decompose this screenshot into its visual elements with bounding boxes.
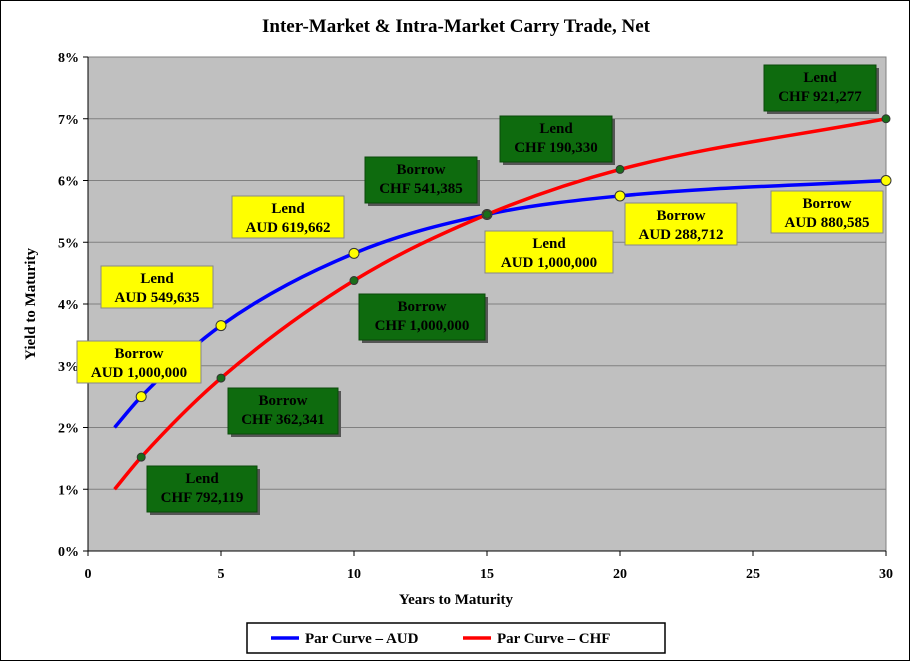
aud-marker [614,190,626,202]
callout-action: Borrow [259,393,308,409]
callout-amount: CHF 921,277 [778,89,862,105]
callout-box [76,340,202,384]
chf-callout: Borrow CHF 1,000,000 [358,293,488,343]
axes [83,56,887,556]
callout-amount: AUD 549,635 [115,290,200,306]
legend: Par Curve – AUD Par Curve – CHF [246,622,666,654]
y-tick-label: 7% [58,113,79,128]
legend-entry: Par Curve – CHF [497,631,610,647]
callout-box [358,293,486,341]
x-tick-label: 10 [347,567,361,582]
callout-amount: CHF 362,341 [241,412,325,428]
callout-box [770,190,884,234]
callout-box [146,465,258,513]
x-tick-label: 30 [879,567,893,582]
callout-box [100,265,214,309]
legend-entry: Par Curve – AUD [305,631,419,647]
x-tick-labels: 0 5 10 15 20 25 30 [85,567,894,582]
chf-callout: Borrow CHF 541,385 [364,156,480,206]
chf-marker [216,373,226,383]
aud-callout: Borrow AUD 1,000,000 [76,340,202,384]
callout-amount: AUD 1,000,000 [501,255,597,271]
callout-amount: AUD 1,000,000 [91,365,187,381]
y-tick-label: 5% [58,236,79,251]
chf-par-curve [113,117,887,491]
aud-marker [348,247,360,259]
chf-marker [136,452,146,462]
chf-callout: Lend CHF 921,277 [763,64,879,114]
callout-action: Borrow [397,162,446,178]
aud-callout: Lend AUD 619,662 [231,195,345,239]
callout-action: Lend [539,121,573,137]
callout-labels: Borrow AUD 1,000,000 Lend AUD 549,635 Lend AU… [76,64,884,515]
callout-action: Lend [185,471,219,487]
callout-amount: AUD 288,712 [639,227,724,243]
x-tick-label: 25 [746,567,760,582]
y-tick-label: 3% [58,360,79,375]
chf-marker [482,209,492,219]
chart-title: Inter-Market & Intra-Market Carry Trade,… [262,16,651,37]
callout-amount: CHF 541,385 [379,181,463,197]
chf-callout: Lend CHF 792,119 [146,465,260,515]
callout-box [763,64,877,112]
callout-amount: CHF 792,119 [161,490,244,506]
aud-callout: Borrow AUD 288,712 [624,202,738,246]
y-tick-labels: 0% 1% 2% 3% 4% 5% 6% 7% 8% [58,51,79,560]
callout-action: Lend [803,70,837,86]
series-markers [135,114,892,462]
y-axis-label: Yield to Maturity [23,248,39,360]
aud-callout: Lend AUD 549,635 [100,265,214,309]
x-tick-label: 20 [613,567,627,582]
chf-marker [615,164,625,174]
aud-callout: Lend AUD 1,000,000 [484,230,614,274]
aud-marker [215,320,227,332]
y-tick-label: 1% [58,483,79,498]
callout-amount: AUD 880,585 [785,215,870,231]
x-tick-label: 0 [85,567,92,582]
callout-action: Borrow [803,196,852,212]
chf-callout: Lend CHF 190,330 [499,115,615,165]
chf-marker [881,114,891,124]
y-tick-label: 6% [58,175,79,190]
y-tick-label: 2% [58,422,79,437]
callout-amount: AUD 619,662 [246,220,331,236]
x-tick-label: 5 [218,567,225,582]
callout-action: Lend [532,236,566,252]
callout-action: Borrow [398,299,447,315]
y-tick-label: 4% [58,298,79,313]
callout-box [484,230,614,274]
callout-box [227,387,339,435]
x-axis-label: Years to Maturity [399,592,514,608]
aud-marker [135,391,147,403]
x-tick-label: 15 [480,567,494,582]
callout-box [624,202,738,246]
aud-callout: Borrow AUD 880,585 [770,190,884,234]
callout-action: Lend [140,271,174,287]
callout-action: Lend [271,201,305,217]
callout-action: Borrow [657,208,706,224]
chf-marker [349,276,359,286]
chf-callout: Borrow CHF 362,341 [227,387,341,437]
y-tick-label: 0% [58,545,79,560]
aud-marker [880,175,892,186]
y-tick-label: 8% [58,51,79,66]
legend-box [246,622,666,654]
callout-box [499,115,613,163]
callout-amount: CHF 1,000,000 [375,318,470,334]
callout-box [231,195,345,239]
callout-box [364,156,478,204]
callout-amount: CHF 190,330 [514,140,598,156]
callout-action: Borrow [115,346,164,362]
